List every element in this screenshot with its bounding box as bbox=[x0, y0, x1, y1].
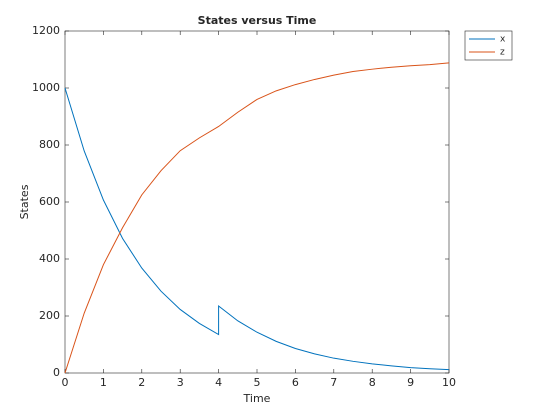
x-tick-label: 9 bbox=[407, 376, 414, 389]
y-tick-label: 200 bbox=[39, 309, 60, 322]
series-line bbox=[64, 62, 450, 374]
x-tick-label: 6 bbox=[292, 376, 299, 389]
y-tick-label: 1000 bbox=[32, 81, 60, 94]
chart-title: States versus Time bbox=[198, 14, 317, 27]
x-tick-label: 5 bbox=[254, 376, 261, 389]
x-tick-label: 8 bbox=[369, 376, 376, 389]
x-tick-label: 10 bbox=[442, 376, 456, 389]
legend-label: z bbox=[500, 48, 505, 58]
legend-label: x bbox=[500, 35, 506, 45]
x-tick-label: 3 bbox=[177, 376, 184, 389]
y-tick-label: 400 bbox=[39, 252, 60, 265]
y-tick-label: 600 bbox=[39, 195, 60, 208]
y-tick-label: 0 bbox=[53, 366, 60, 379]
plot-area bbox=[64, 30, 450, 374]
x-tick-label: 0 bbox=[62, 376, 69, 389]
series-line bbox=[64, 87, 450, 371]
x-tick-label: 4 bbox=[215, 376, 222, 389]
y-tick-label: 800 bbox=[39, 138, 60, 151]
x-tick-label: 2 bbox=[138, 376, 145, 389]
y-axis-label: States bbox=[18, 184, 31, 219]
x-axis-label: Time bbox=[243, 392, 271, 405]
x-tick-label: 7 bbox=[330, 376, 337, 389]
y-tick-label: 1200 bbox=[32, 24, 60, 37]
x-tick-label: 1 bbox=[100, 376, 107, 389]
legend-box bbox=[464, 30, 513, 61]
